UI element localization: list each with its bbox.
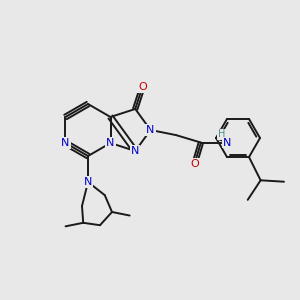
- Text: O: O: [138, 82, 147, 92]
- Text: N: N: [84, 177, 92, 187]
- Text: N: N: [223, 138, 231, 148]
- Text: H: H: [218, 129, 225, 139]
- Text: N: N: [106, 138, 115, 148]
- Text: O: O: [190, 159, 199, 169]
- Text: N: N: [61, 138, 70, 148]
- Text: N: N: [146, 125, 155, 135]
- Text: N: N: [131, 146, 140, 156]
